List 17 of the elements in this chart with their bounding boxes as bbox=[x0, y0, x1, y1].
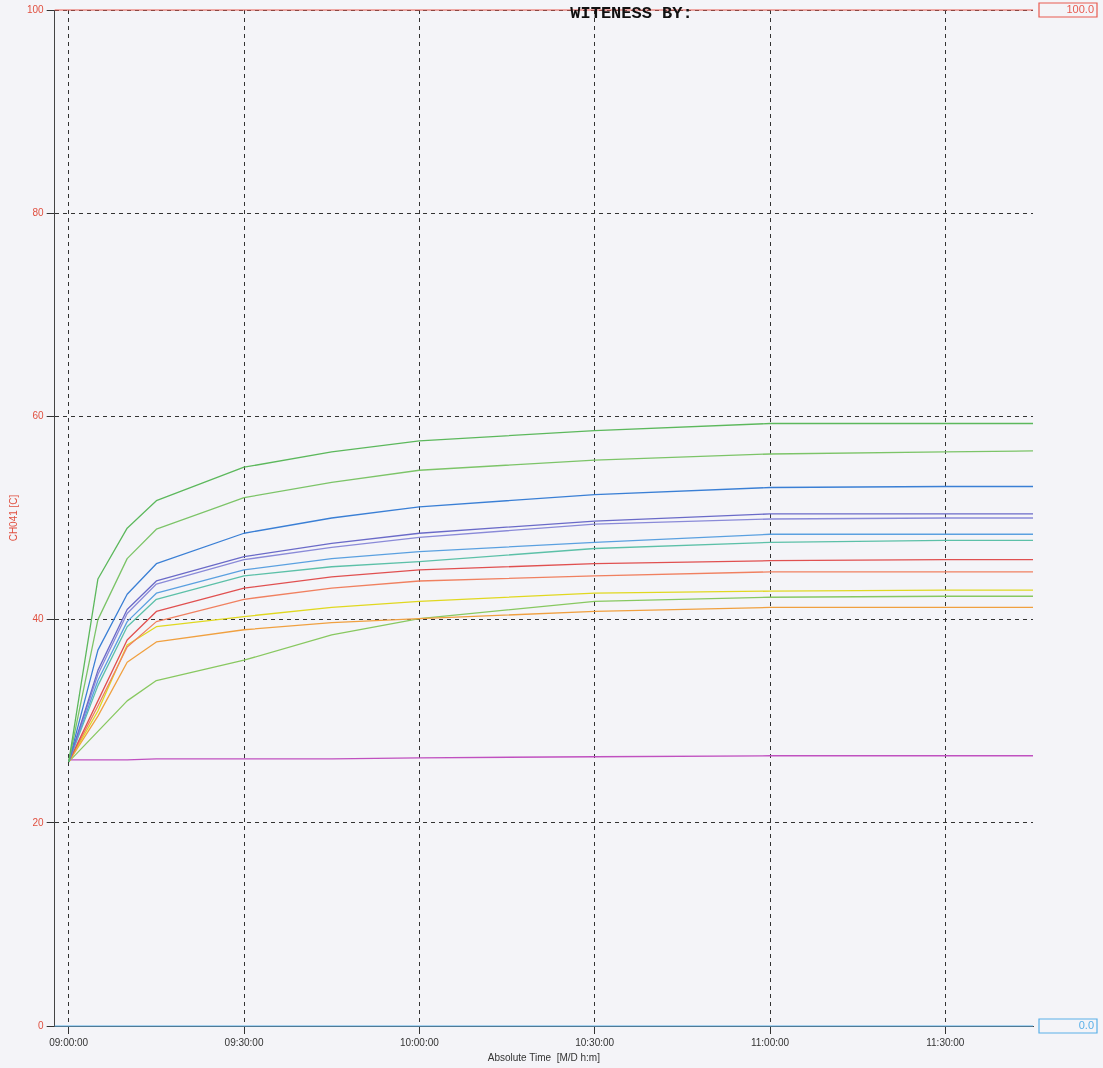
y-tick-label: 20 bbox=[32, 816, 45, 828]
x-tick-label: 11:00:00 bbox=[750, 1036, 790, 1048]
ref-line-label: 100.0 bbox=[1066, 3, 1094, 16]
y-axis-title: CH041 [C] bbox=[7, 494, 19, 542]
x-tick-label: 09:30:00 bbox=[224, 1036, 264, 1048]
y-tick-label: 100 bbox=[27, 3, 45, 15]
x-tick-label: 09:00:00 bbox=[49, 1036, 89, 1048]
x-axis-title: Absolute Time [M/D h:m] bbox=[487, 1051, 601, 1063]
y-tick-label: 60 bbox=[32, 410, 45, 422]
y-tick-label: 40 bbox=[32, 613, 45, 625]
y-tick-label: 80 bbox=[32, 206, 45, 218]
x-tick-label: 11:30:00 bbox=[926, 1036, 965, 1048]
y-tick-label: 0 bbox=[38, 1019, 45, 1031]
ref-line-label: 0.0 bbox=[1078, 1019, 1094, 1032]
annotation: WITENESS BY: bbox=[570, 4, 693, 23]
x-tick-label: 10:00:00 bbox=[399, 1036, 440, 1048]
x-tick-label: 10:30:00 bbox=[575, 1036, 615, 1048]
